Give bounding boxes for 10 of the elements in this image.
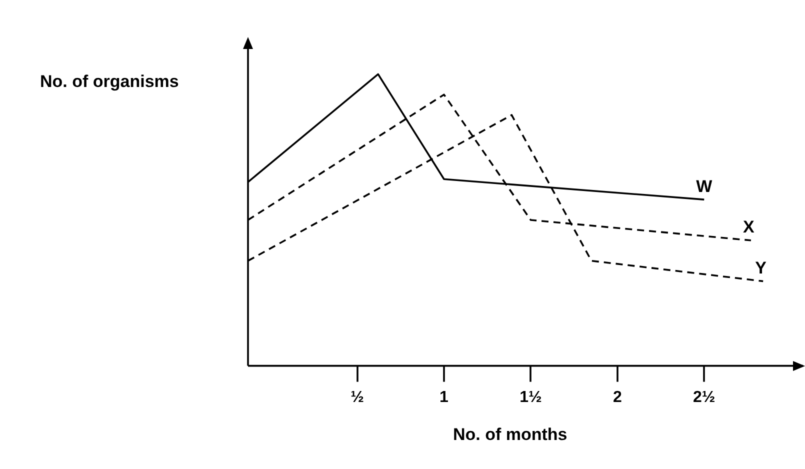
x-tick-label: 1½ xyxy=(520,388,542,406)
x-tick-label: 2 xyxy=(612,388,622,406)
x-tick-label: 2½ xyxy=(693,388,716,406)
y-axis-title: No. of organisms xyxy=(40,72,179,92)
series-label: Y xyxy=(755,258,768,278)
x-tick-label: 1 xyxy=(440,388,449,406)
x-axis-title: No. of months xyxy=(453,425,568,445)
series-label: W xyxy=(696,176,714,196)
series-label: X xyxy=(742,218,755,237)
x-tick-label: ½ xyxy=(350,388,364,406)
